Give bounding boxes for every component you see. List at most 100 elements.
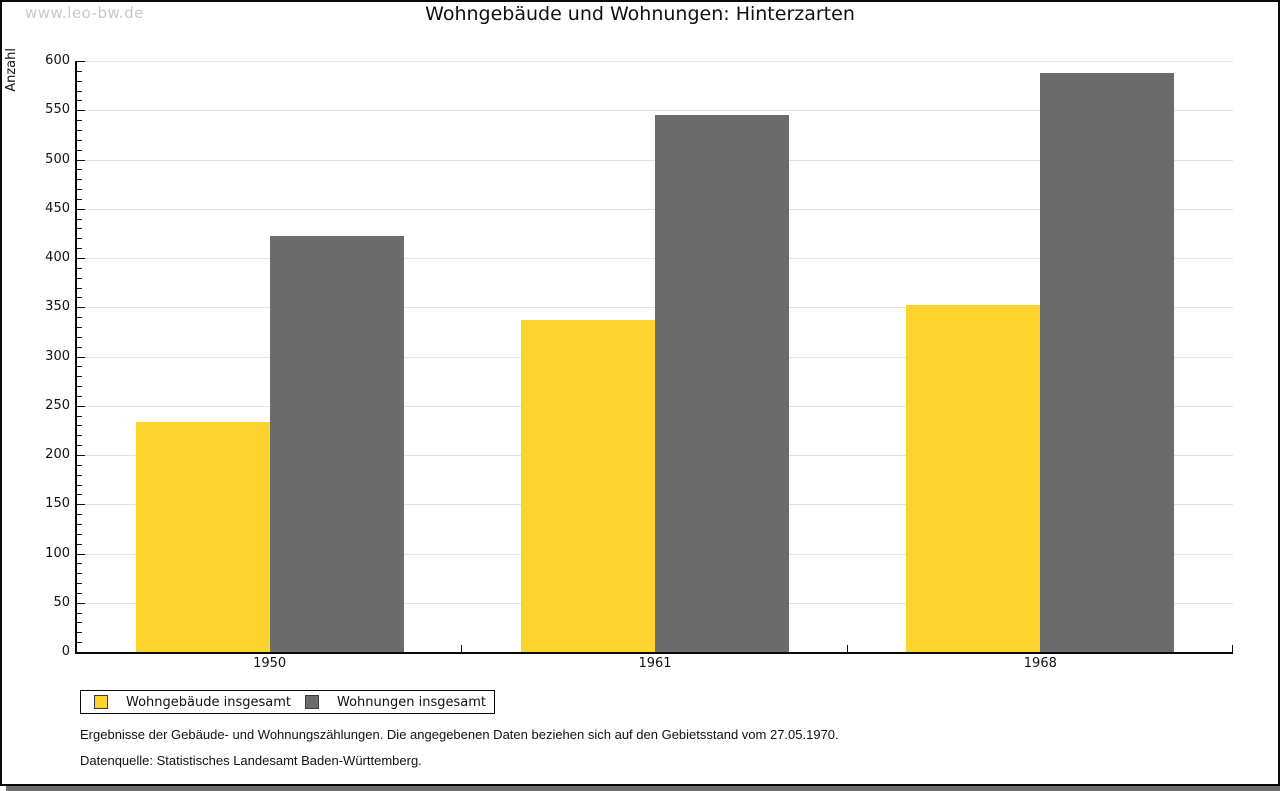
y-axis-tick: [77, 622, 82, 624]
y-axis-tick: [77, 336, 82, 338]
y-axis-tick: [77, 642, 82, 644]
y-axis-tick-label: 50: [53, 594, 70, 610]
legend-label-wohngebaeude: Wohngebäude insgesamt: [126, 694, 291, 710]
y-axis-tick: [77, 120, 82, 122]
bar-wohnungen-1968: [1040, 72, 1175, 652]
y-axis-tick: [77, 189, 82, 191]
y-axis-tick-label: 400: [45, 250, 70, 265]
x-axis-boundary-tick: [846, 645, 848, 652]
y-axis-tick: [77, 612, 82, 614]
y-axis-tick: [77, 553, 85, 555]
legend: Wohngebäude insgesamt Wohnungen insgesam…: [80, 690, 495, 714]
y-axis-tick: [77, 573, 82, 575]
y-axis-tick-label: 600: [45, 53, 70, 68]
y-axis-tick: [77, 386, 82, 388]
y-axis-tick-label: 0: [61, 644, 70, 659]
y-axis-tick: [77, 474, 82, 476]
y-axis-tick: [77, 602, 85, 604]
y-axis-tick: [77, 504, 85, 506]
window-edge-strip: [6, 786, 1280, 791]
y-gridline: [77, 61, 1233, 62]
footnote-datenquelle: Datenquelle: Statistisches Landesamt Bad…: [80, 753, 422, 768]
bar-wohnungen-1961: [655, 115, 789, 652]
y-axis-tick: [77, 169, 82, 171]
y-axis-tick: [77, 267, 82, 269]
y-axis-line: [75, 61, 77, 654]
y-axis-tick: [77, 90, 82, 92]
x-axis-line: [75, 652, 1233, 654]
legend-swatch-wohngebaeude: [94, 695, 108, 709]
y-axis-tick: [77, 563, 82, 565]
y-axis-tick-label: 150: [45, 496, 70, 512]
x-axis-boundary-tick: [461, 645, 463, 652]
y-axis-tick: [77, 583, 82, 585]
y-axis-tick: [77, 70, 82, 72]
y-axis-tick: [77, 238, 82, 240]
y-axis-tick: [77, 366, 82, 368]
y-axis-tick: [77, 159, 85, 161]
y-axis-tick: [77, 228, 82, 230]
y-axis-tick: [77, 248, 82, 250]
y-axis-tick: [77, 592, 82, 594]
y-axis-tick: [77, 287, 82, 289]
y-axis-tick: [77, 198, 82, 200]
y-axis-tick: [77, 317, 82, 319]
y-axis-tick: [77, 307, 85, 309]
legend-swatch-wohnungen: [305, 695, 319, 709]
y-axis-tick: [77, 632, 82, 634]
legend-label-wohnungen: Wohnungen insgesamt: [337, 694, 486, 710]
y-axis-tick-label: 300: [45, 348, 70, 364]
y-axis-tick-label: 450: [45, 200, 70, 216]
y-axis-tick: [77, 149, 82, 151]
y-axis-tick: [77, 218, 82, 220]
watermark-text: www.leo-bw.de: [25, 4, 144, 22]
x-axis-boundary-tick: [1232, 645, 1233, 652]
y-axis-tick: [77, 277, 82, 279]
chart-title: Wohngebäude und Wohnungen: Hinterzarten: [425, 3, 855, 25]
y-axis-title: Anzahl: [4, 48, 19, 92]
x-axis-label: 1950: [253, 656, 287, 671]
y-axis-tick: [77, 494, 82, 496]
y-axis-tick: [77, 326, 82, 328]
y-axis-tick: [77, 346, 82, 348]
y-axis-tick: [77, 415, 82, 417]
y-axis-tick-label: 200: [45, 447, 70, 462]
y-axis-tick: [77, 514, 82, 516]
y-axis-tick: [77, 425, 82, 427]
y-gridline: [77, 110, 1233, 112]
y-axis-tick: [77, 139, 82, 141]
y-axis-tick: [77, 129, 82, 131]
y-axis-tick-label: 550: [45, 102, 70, 118]
y-axis-tick: [77, 395, 82, 397]
y-axis-tick: [77, 100, 82, 102]
bar-wohngebaeude-1968: [906, 305, 1041, 652]
y-axis-tick-label: 250: [45, 397, 70, 413]
y-axis-tick: [77, 376, 82, 378]
y-axis-tick: [77, 435, 82, 437]
y-axis-tick-label: 100: [45, 545, 70, 561]
y-axis-tick-label: 350: [45, 299, 70, 315]
y-axis-tick: [77, 80, 82, 82]
y-axis-tick: [77, 533, 82, 535]
footnote-gebietsstand: Ergebnisse der Gebäude- und Wohnungszähl…: [80, 727, 839, 742]
y-axis-tick: [77, 110, 85, 112]
y-axis-tick: [77, 258, 85, 259]
bar-wohnungen-1950: [269, 236, 404, 652]
y-axis-tick: [77, 523, 82, 525]
y-axis-tick: [77, 455, 85, 456]
x-axis-label: 1961: [638, 656, 672, 671]
x-axis-label: 1968: [1023, 656, 1057, 671]
y-axis-tick: [77, 484, 82, 486]
y-axis-tick: [77, 208, 85, 210]
bar-wohngebaeude-1950: [135, 421, 270, 652]
y-axis-tick: [77, 543, 82, 545]
y-axis-tick: [77, 297, 82, 299]
y-axis-tick: [77, 464, 82, 466]
y-axis-tick: [77, 445, 82, 447]
y-axis-tick: [77, 356, 85, 358]
y-axis-tick: [77, 405, 85, 407]
y-axis-tick: [77, 61, 85, 62]
y-axis-tick: [77, 179, 82, 181]
y-axis-tick-label: 500: [45, 151, 70, 167]
